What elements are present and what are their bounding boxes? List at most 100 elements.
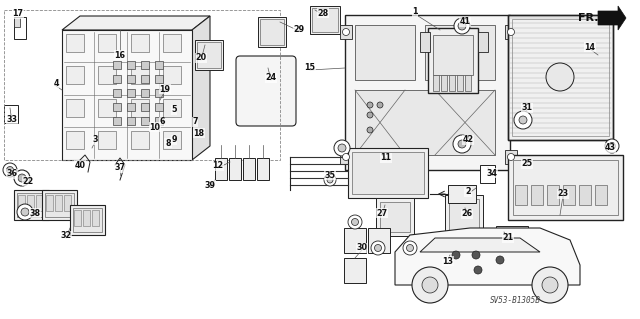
Text: FR.: FR.	[578, 13, 598, 23]
Bar	[258, 17, 286, 47]
Polygon shape	[62, 16, 210, 30]
Circle shape	[324, 174, 336, 186]
Text: 28: 28	[317, 9, 328, 18]
Bar	[312, 8, 338, 32]
Bar	[113, 103, 121, 111]
Text: 27: 27	[376, 209, 388, 218]
Text: 32: 32	[60, 232, 72, 241]
Text: 12: 12	[212, 161, 223, 170]
Text: 40: 40	[74, 160, 86, 169]
Circle shape	[17, 204, 33, 220]
Circle shape	[14, 170, 30, 186]
Circle shape	[21, 208, 29, 216]
Bar	[141, 103, 149, 111]
Bar	[340, 25, 352, 39]
Bar	[344, 258, 366, 283]
Bar	[141, 61, 149, 69]
Bar	[348, 148, 428, 198]
Circle shape	[605, 139, 619, 153]
Text: 19: 19	[159, 85, 170, 93]
Bar	[519, 155, 539, 185]
Bar	[344, 228, 366, 253]
Circle shape	[18, 174, 26, 182]
Bar	[436, 249, 450, 267]
Bar	[430, 244, 470, 279]
Text: 24: 24	[266, 73, 276, 83]
Text: 39: 39	[205, 181, 216, 189]
Bar	[17, 193, 46, 217]
Bar	[436, 249, 450, 267]
Text: 42: 42	[463, 136, 474, 145]
Bar	[480, 165, 495, 183]
Circle shape	[338, 144, 346, 152]
Circle shape	[367, 127, 373, 133]
Bar	[14, 190, 49, 220]
Bar	[127, 89, 135, 97]
Circle shape	[403, 241, 417, 255]
Text: 8: 8	[165, 138, 171, 147]
Circle shape	[542, 277, 558, 293]
Text: 18: 18	[193, 129, 205, 137]
Circle shape	[458, 140, 466, 148]
Bar	[521, 157, 537, 169]
Bar	[155, 117, 163, 125]
Bar	[441, 75, 447, 91]
Bar	[42, 190, 77, 220]
Text: 30: 30	[356, 243, 367, 253]
Circle shape	[458, 22, 466, 30]
Bar	[131, 34, 149, 52]
Bar	[243, 158, 255, 180]
Circle shape	[334, 140, 350, 156]
Bar	[579, 185, 591, 205]
Bar	[113, 117, 121, 125]
Circle shape	[342, 153, 349, 160]
Polygon shape	[355, 90, 495, 155]
Bar	[98, 34, 116, 52]
Bar	[163, 131, 181, 149]
Circle shape	[532, 267, 568, 303]
Circle shape	[367, 112, 373, 118]
Text: 7: 7	[192, 117, 198, 127]
Circle shape	[452, 251, 460, 259]
Circle shape	[367, 102, 373, 108]
Bar	[465, 75, 471, 91]
Polygon shape	[395, 228, 580, 285]
Bar	[62, 30, 192, 160]
Circle shape	[3, 163, 17, 177]
Bar	[98, 131, 116, 149]
Circle shape	[342, 28, 349, 35]
Bar	[380, 202, 410, 232]
Text: 23: 23	[557, 189, 568, 198]
Text: 9: 9	[172, 136, 177, 145]
Text: 22: 22	[22, 176, 34, 186]
Bar	[155, 89, 163, 97]
Bar	[508, 15, 613, 140]
Bar	[595, 185, 607, 205]
Circle shape	[422, 277, 438, 293]
Text: 4: 4	[53, 79, 59, 88]
Bar	[445, 195, 483, 235]
Bar	[141, 75, 149, 83]
Text: 41: 41	[460, 18, 470, 26]
Bar	[563, 185, 575, 205]
Text: 17: 17	[13, 10, 24, 19]
Bar	[46, 195, 53, 211]
Polygon shape	[598, 6, 626, 30]
Bar	[127, 61, 135, 69]
Circle shape	[519, 116, 527, 124]
Bar	[131, 99, 149, 117]
Text: 16: 16	[115, 50, 125, 60]
Bar	[83, 210, 90, 226]
Bar	[352, 152, 424, 194]
Circle shape	[348, 215, 362, 229]
Bar	[66, 34, 84, 52]
Bar	[66, 99, 84, 117]
Bar	[27, 195, 34, 211]
Circle shape	[508, 153, 515, 160]
Bar	[197, 42, 221, 68]
Text: SV53-B1305B: SV53-B1305B	[490, 296, 541, 305]
Text: 37: 37	[115, 164, 125, 173]
Bar	[505, 150, 517, 164]
Bar	[229, 158, 241, 180]
Text: 6: 6	[159, 117, 164, 127]
